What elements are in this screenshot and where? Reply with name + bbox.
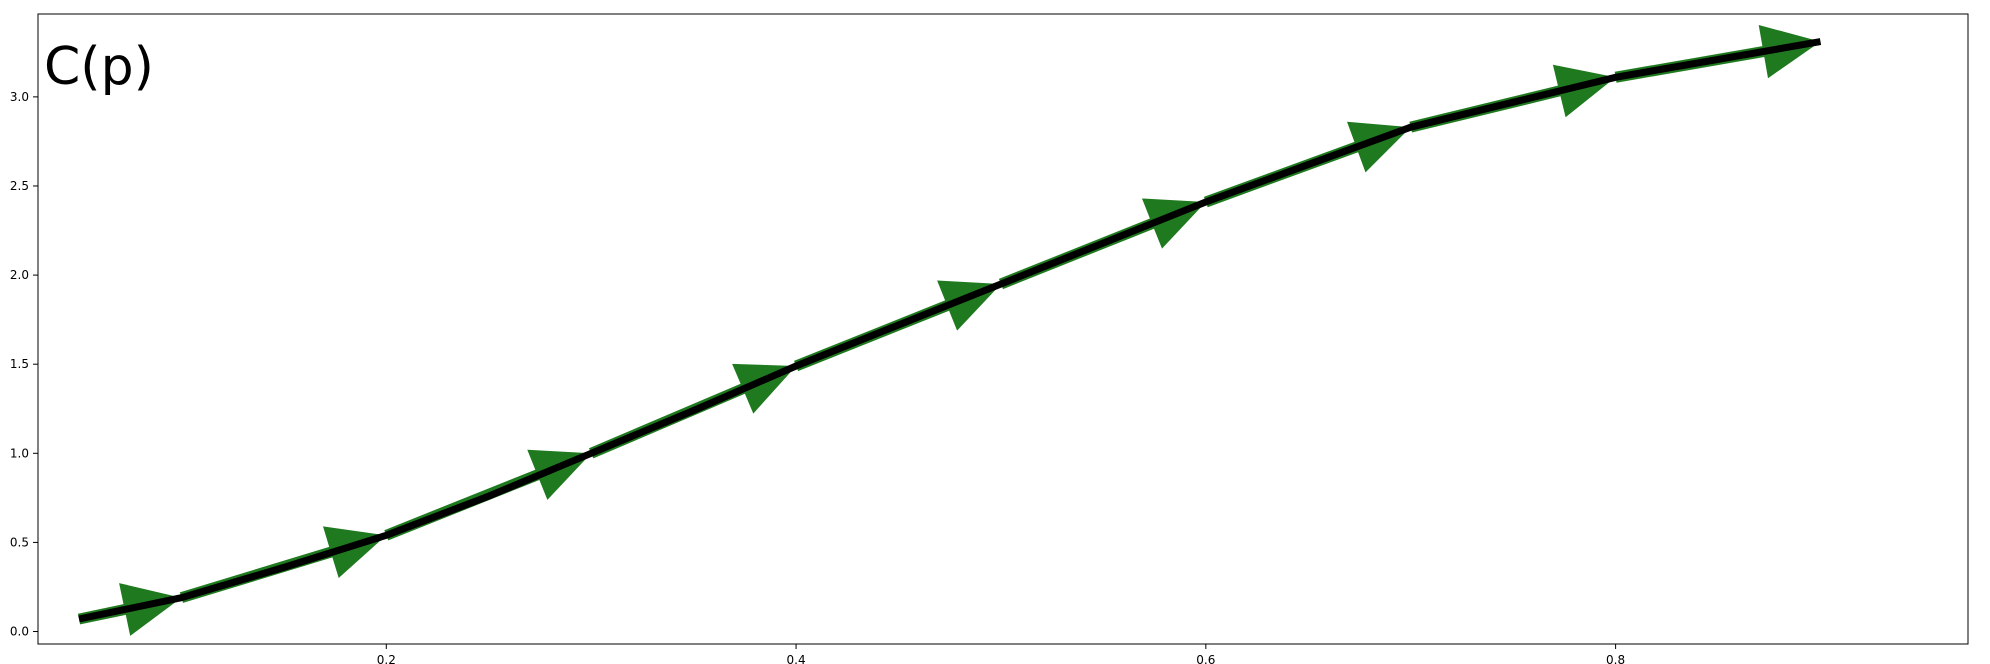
- x-tick-label: 0.8: [1606, 653, 1625, 664]
- y-tick-label: 2.5: [10, 179, 29, 193]
- y-tick-label: 3.0: [10, 90, 29, 104]
- x-tick-label: 0.4: [787, 653, 806, 664]
- series-line: [78, 38, 1822, 623]
- y-tick-label: 2.0: [10, 268, 29, 282]
- chart-annotation: C(p): [44, 37, 154, 97]
- y-axis: 0.0 0.5 1.0 1.5 2.0 2.5 3.0: [10, 90, 38, 639]
- x-tick-label: 0.6: [1196, 653, 1215, 664]
- y-tick-label: 0.0: [10, 625, 29, 639]
- y-tick-label: 1.5: [10, 357, 29, 371]
- series-layer: [78, 38, 1822, 623]
- arrows-layer: [77, 25, 1821, 636]
- plot-frame: [37, 13, 1969, 645]
- y-tick-label: 0.5: [10, 535, 29, 549]
- y-tick-label: 1.0: [10, 446, 29, 460]
- x-axis: 0.2 0.4 0.6 0.8: [377, 644, 1625, 664]
- x-tick-label: 0.2: [377, 653, 396, 664]
